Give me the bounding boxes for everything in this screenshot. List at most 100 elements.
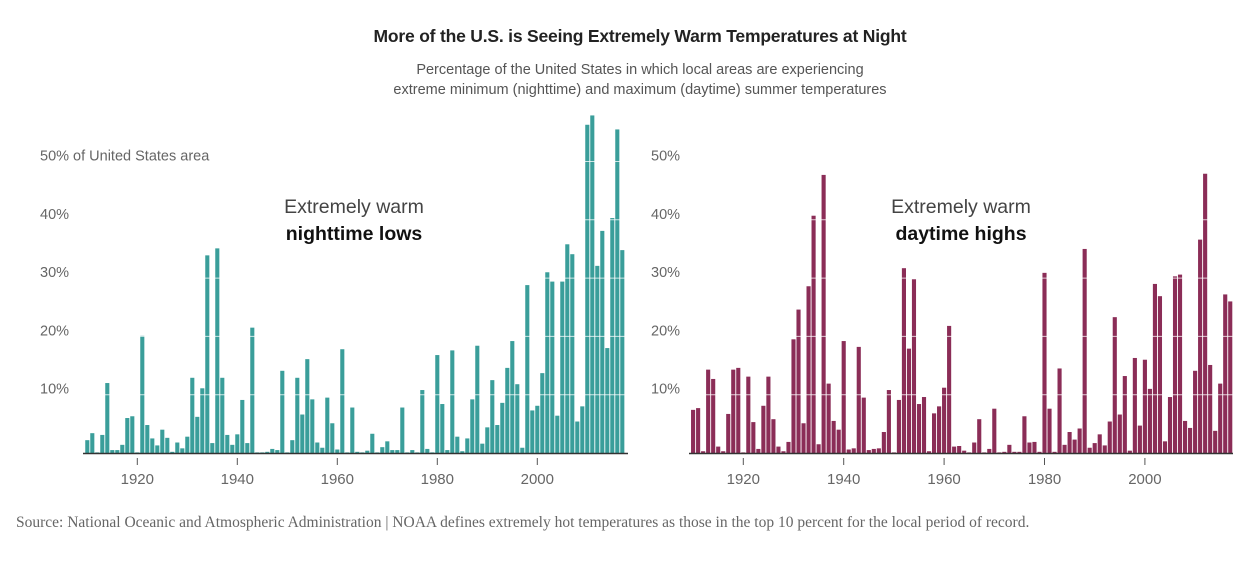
bar-1933 [806,286,811,453]
bar-2016 [615,129,620,453]
bar-1975 [410,450,415,453]
bar-1915 [716,446,721,453]
bar-1954 [305,359,310,453]
bar-1942 [245,443,250,453]
bar-2008 [575,421,580,453]
bar-1959 [937,406,942,453]
bar-1914 [711,378,716,453]
bar-2010 [1193,370,1198,453]
bar-1936 [215,248,220,453]
bar-2015 [1218,383,1223,453]
y-tick-label: 20% [40,323,69,339]
bar-1972 [1002,451,1007,453]
bar-2005 [560,281,565,453]
bar-1992 [1102,445,1107,453]
bar-1962 [345,452,350,453]
bar-1923 [150,438,155,453]
bar-1966 [365,450,370,453]
bar-1949 [886,390,891,453]
bar-1986 [465,438,470,453]
y-tick-label: 40% [651,207,680,223]
bar-1926 [771,419,776,453]
bar-1976 [1022,416,1027,453]
bar-1911 [696,408,701,453]
bar-2004 [1162,441,1168,453]
bar-1962 [952,446,957,453]
bar-1924 [155,445,160,453]
bar-1944 [861,397,866,453]
bar-2004 [555,415,560,453]
bar-1993 [500,402,505,453]
bar-2003 [1157,296,1163,453]
bar-1981 [1047,408,1052,453]
bar-1988 [1082,248,1087,453]
bar-1917 [726,413,731,453]
bar-1960 [335,449,340,453]
bar-1919 [130,416,135,453]
bar-1926 [165,437,170,453]
bar-2011 [590,115,595,453]
bar-1928 [781,451,786,453]
bar-1992 [495,425,500,453]
bar-1971 [390,450,395,453]
bar-1945 [866,450,871,453]
bar-1929 [786,441,791,453]
bar-1968 [375,452,380,453]
bar-1967 [370,433,375,453]
bar-2002 [1152,283,1157,453]
bar-2015 [610,218,615,453]
bar-1912 [701,451,706,453]
annotation-line-1: Extremely warm [891,196,1031,218]
bar-1978 [425,448,430,453]
bar-1982 [445,450,450,453]
bar-1939 [836,429,841,453]
bar-2007 [570,254,575,453]
bar-1927 [776,446,781,453]
bar-1969 [380,447,385,453]
bar-1963 [350,407,355,453]
bar-1960 [942,387,947,453]
bar-1996 [1122,376,1127,453]
bar-1945 [260,452,265,453]
y-tick-label: 30% [651,265,680,281]
bar-1952 [295,377,300,453]
bar-2003 [550,281,555,453]
bar-1963 [957,446,962,453]
y-tick-label: 30% [40,265,69,281]
bar-1932 [195,416,200,453]
bar-1951 [896,399,901,453]
bar-1991 [490,380,495,454]
bar-1920 [135,452,140,453]
bar-1914 [105,383,110,453]
bar-2013 [600,230,605,453]
bar-1976 [415,452,420,453]
bar-2008 [1183,420,1188,453]
y-tick-label: 10% [651,382,680,398]
bar-2014 [1213,430,1218,453]
bar-1979 [430,452,435,453]
bar-1998 [1132,357,1137,453]
bar-1932 [801,423,806,453]
bar-1947 [876,448,881,453]
bar-1934 [811,215,816,453]
x-tick-label: 1960 [321,471,354,488]
bar-1941 [240,399,245,453]
bar-1950 [285,452,290,453]
bar-1969 [987,448,992,453]
bar-2010 [585,124,590,454]
bar-1951 [290,440,295,453]
bar-1913 [100,434,105,453]
bar-1972 [395,450,400,453]
nighttime-lows-chart: 10% 20% 30% 40% 50% of United States area 192… [40,115,628,488]
bar-1989 [480,443,485,453]
bar-1916 [115,450,120,453]
bar-1936 [821,174,826,453]
bar-1953 [906,348,912,453]
chart-subtitle-line-1: Percentage of the United States in which… [416,62,864,78]
bar-1938 [831,420,836,453]
bar-1913 [706,369,711,453]
bar-1967 [977,419,982,453]
bar-2014 [605,348,610,453]
bar-2006 [1172,276,1178,453]
bar-1991 [1097,434,1102,453]
